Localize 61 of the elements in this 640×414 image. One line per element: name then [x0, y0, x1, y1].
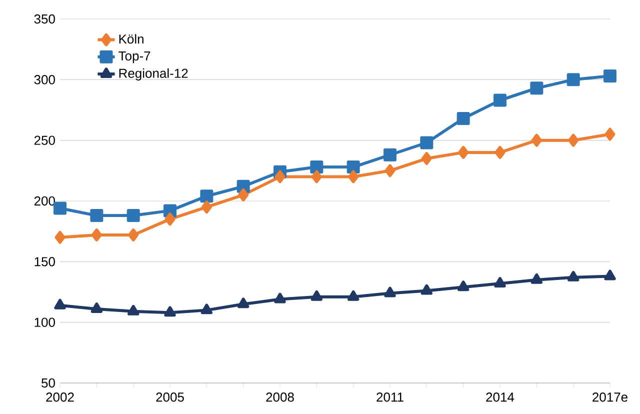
point	[494, 146, 506, 159]
point	[458, 280, 470, 292]
point	[420, 284, 432, 295]
x-tick-label: 2005	[156, 392, 184, 402]
y-tick-label: 350	[34, 14, 55, 24]
legend-label: Top-7	[118, 51, 150, 64]
point	[420, 136, 434, 150]
point	[346, 160, 360, 174]
point	[384, 164, 396, 178]
point	[54, 298, 66, 310]
x-tick-label: 2002	[46, 392, 74, 402]
y-tick-label: 150	[34, 257, 55, 266]
point	[311, 170, 322, 184]
point	[566, 73, 580, 86]
point	[458, 146, 469, 159]
y-tick-label: 100	[34, 318, 55, 327]
point	[274, 170, 286, 184]
point	[91, 228, 102, 242]
point	[90, 302, 102, 313]
point	[90, 209, 104, 222]
x-tick-label: 2014	[486, 392, 514, 402]
point	[200, 190, 214, 203]
x-tick-label: 2008	[266, 392, 294, 402]
y-tick-label: 250	[34, 136, 55, 145]
point	[568, 134, 579, 147]
point	[456, 112, 470, 125]
y-tick-label: 200	[34, 196, 55, 206]
point	[238, 188, 249, 202]
y-tick-label: 300	[34, 75, 55, 84]
point	[310, 160, 324, 174]
point	[201, 200, 212, 214]
point	[164, 212, 176, 226]
point	[348, 290, 360, 301]
point	[128, 304, 140, 316]
point	[530, 82, 544, 95]
point	[493, 94, 506, 107]
point	[568, 270, 580, 282]
point	[531, 134, 542, 147]
x-tick-label: 2011	[376, 392, 404, 402]
point	[494, 276, 506, 288]
point	[200, 304, 212, 314]
point	[348, 170, 359, 184]
point	[126, 209, 140, 222]
point	[421, 152, 432, 166]
point	[164, 306, 176, 317]
point	[384, 148, 396, 162]
point	[238, 298, 250, 308]
point	[128, 228, 139, 242]
point	[530, 273, 542, 284]
y-tick-label: 50	[42, 378, 55, 388]
point	[604, 128, 616, 141]
point	[603, 70, 616, 83]
point	[604, 270, 616, 280]
point	[54, 202, 67, 215]
point	[54, 230, 66, 244]
legend-label: Köln	[119, 34, 144, 44]
point	[274, 292, 286, 304]
point	[384, 286, 396, 298]
point	[310, 290, 322, 301]
x-tick-label: 2017e	[592, 392, 628, 402]
legend-label: Regional-12	[119, 68, 188, 80]
